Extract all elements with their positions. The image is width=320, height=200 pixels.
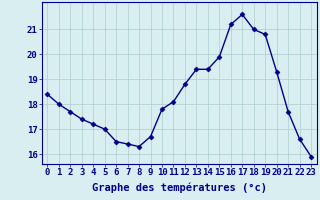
X-axis label: Graphe des températures (°c): Graphe des températures (°c) bbox=[92, 183, 267, 193]
